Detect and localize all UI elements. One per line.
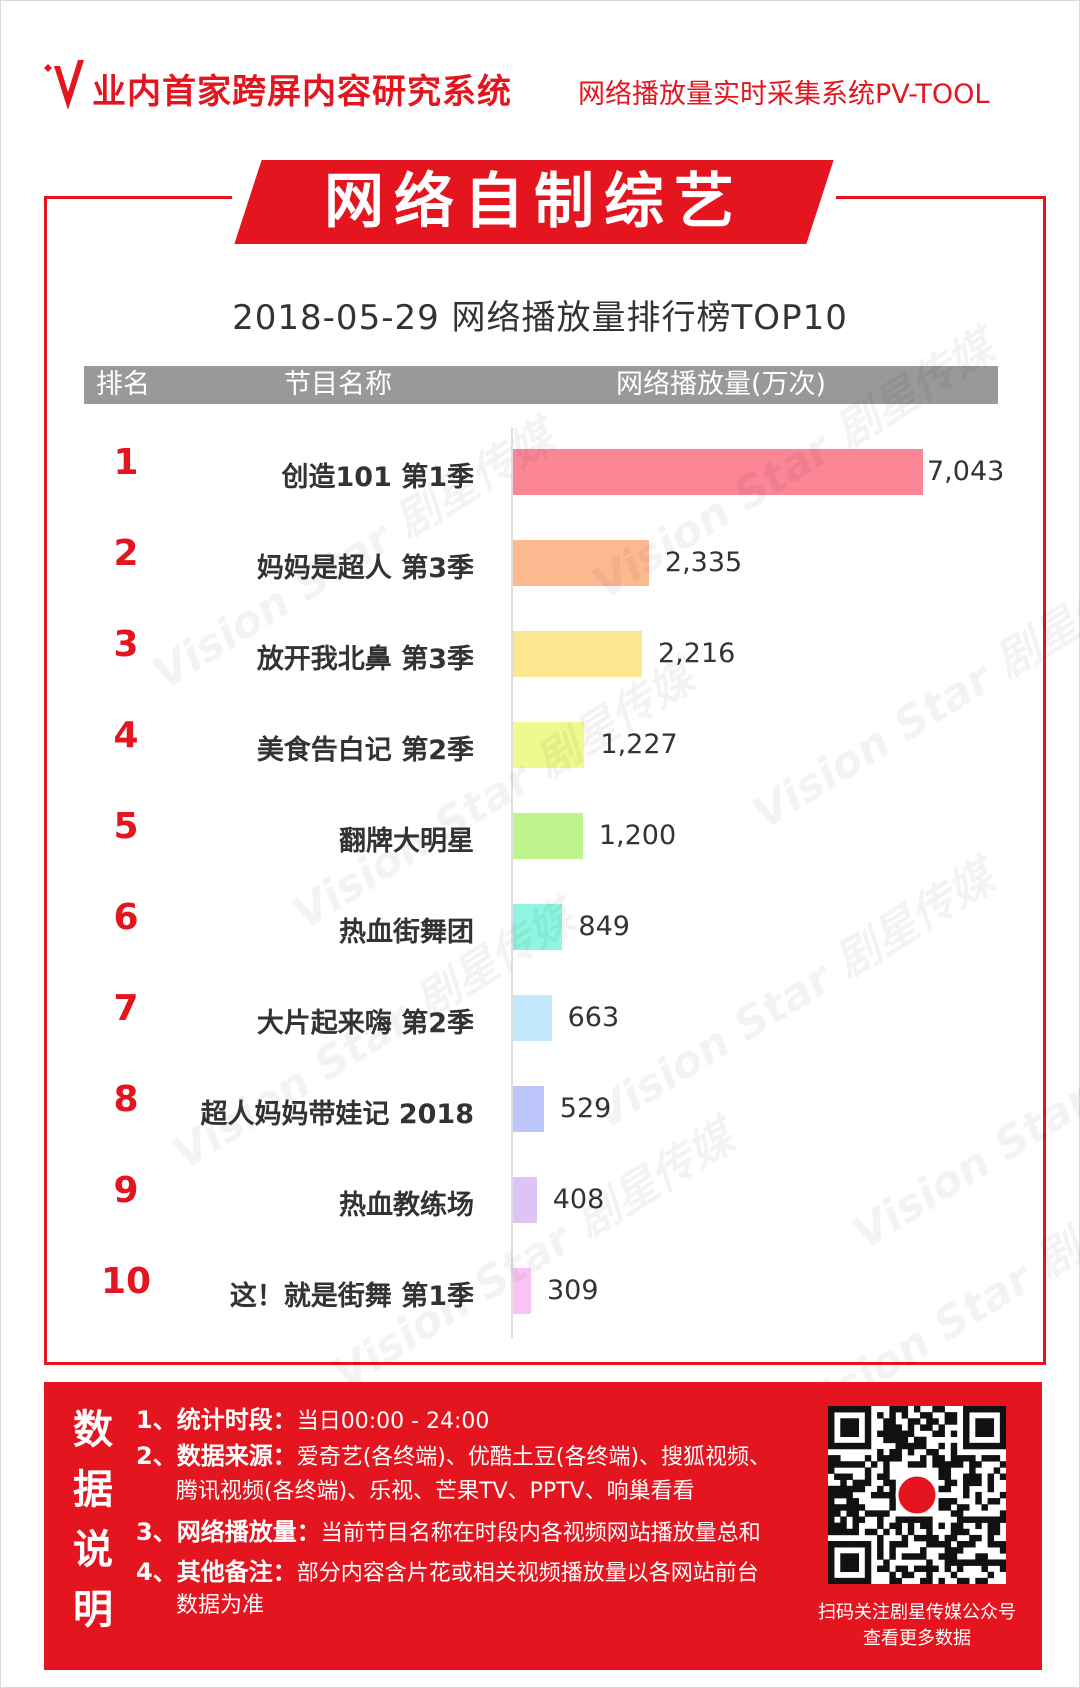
qr-caption: 扫码关注剧星传媒公众号 查看更多数据	[804, 1600, 1030, 1652]
bar	[513, 722, 585, 768]
note-4-cont: 数据为准	[176, 1588, 264, 1624]
chart-title: 2018-05-29 网络播放量排行榜TOP10	[232, 298, 848, 338]
program-name: 热血教练场	[339, 1190, 474, 1221]
qr-code-icon	[828, 1406, 1007, 1585]
rank-number: 6	[113, 897, 139, 938]
note-3: 3、网络播放量：当前节目名称在时段内各视频网站播放量总和	[136, 1514, 761, 1552]
rank-number: 3	[113, 624, 139, 665]
note-text: 爱奇艺(各终端)、优酷土豆(各终端)、搜狐视频、	[296, 1445, 772, 1470]
bar	[513, 1268, 531, 1314]
rank-number: 5	[113, 806, 139, 847]
note-4: 4、其他备注：部分内容含片花或相关视频播放量以各网站前台	[136, 1554, 759, 1592]
program-name: 创造101 第1季	[281, 462, 474, 493]
value-label: 2,335	[664, 547, 743, 578]
note-text: 当前节目名称在时段内各视频网站播放量总和	[320, 1521, 761, 1546]
program-name: 妈妈是超人 第3季	[256, 553, 474, 584]
note-text: 腾讯视频(各终端)、乐视、芒果TV、PPTV、响巢看看	[176, 1479, 695, 1504]
bar	[513, 631, 642, 677]
note-label: 1、统计时段：	[136, 1406, 297, 1434]
header-subtitle: 网络播放量实时采集系统PV-TOOL	[578, 79, 990, 110]
header-title: 业内首家跨屏内容研究系统	[92, 72, 512, 112]
bar	[513, 1177, 537, 1223]
program-name: 这！就是街舞 第1季	[229, 1281, 474, 1312]
header: 业内首家跨屏内容研究系统 网络播放量实时采集系统PV-TOOL	[40, 52, 1050, 122]
value-label: 1,227	[600, 729, 678, 760]
value-label: 1,200	[598, 820, 677, 851]
bar	[513, 540, 649, 586]
program-name: 美食告白记 第2季	[256, 735, 474, 766]
rank-number: 1	[113, 442, 139, 483]
bar	[513, 904, 563, 950]
value-label: 309	[547, 1275, 599, 1306]
note-label: 3、网络播放量：	[136, 1518, 321, 1546]
value-label: 849	[578, 911, 630, 942]
note-text: 部分内容含片花或相关视频播放量以各网站前台	[296, 1561, 759, 1586]
header-name: 节目名称	[284, 369, 392, 400]
qr-caption-line: 查看更多数据	[863, 1628, 971, 1649]
bar	[513, 995, 552, 1041]
header-rank: 排名	[96, 369, 150, 400]
value-label: 2,216	[658, 638, 736, 669]
side-char: 明	[73, 1587, 113, 1633]
note-label: 4、其他备注：	[136, 1558, 297, 1586]
program-name: 超人妈妈带娃记 2018	[200, 1099, 474, 1130]
header-value: 网络播放量(万次)	[616, 369, 827, 400]
program-name: 热血街舞团	[339, 917, 474, 948]
side-char: 数	[73, 1407, 113, 1453]
value-label: 408	[552, 1184, 605, 1215]
table-header: 排名 节目名称 网络播放量(万次)	[84, 366, 998, 404]
rank-number: 8	[113, 1079, 139, 1120]
side-char: 据	[73, 1467, 113, 1513]
value-label: 529	[559, 1093, 612, 1124]
bar	[513, 813, 583, 859]
rank-number: 9	[113, 1170, 139, 1211]
note-2: 2、数据来源：爱奇艺(各终端)、优酷土豆(各终端)、搜狐视频、	[136, 1438, 771, 1476]
value-label: 663	[567, 1002, 620, 1033]
program-name: 放开我北鼻 第3季	[256, 644, 474, 675]
banner-title: 网络自制综艺	[324, 167, 744, 237]
qr-code[interactable]	[828, 1406, 1007, 1585]
axis-line	[511, 428, 513, 1338]
rank-number: 7	[113, 988, 139, 1029]
rank-number: 10	[100, 1261, 152, 1302]
bar	[513, 449, 923, 495]
qr-caption-line: 扫码关注剧星传媒公众号	[818, 1602, 1016, 1623]
rank-number: 4	[113, 715, 139, 756]
notes-side-label: 数 据 说 明	[68, 1400, 118, 1640]
note-1: 1、统计时段：当日00:00 - 24:00	[136, 1402, 489, 1440]
program-name: 大片起来嗨 第2季	[256, 1008, 474, 1039]
vision-star-logo-icon	[44, 60, 84, 110]
note-text: 当日00:00 - 24:00	[296, 1409, 490, 1434]
note-label: 2、数据来源：	[136, 1442, 297, 1470]
note-text: 数据为准	[176, 1593, 265, 1618]
rank-number: 2	[113, 533, 139, 574]
value-label: 7,043	[927, 456, 1005, 487]
bar	[513, 1086, 544, 1132]
data-notes-panel: 数 据 说 明 1、统计时段：当日00:00 - 24:00 2、数据来源：爱奇…	[44, 1382, 1042, 1670]
note-2-cont: 腾讯视频(各终端)、乐视、芒果TV、PPTV、响巢看看	[176, 1474, 695, 1510]
program-name: 翻牌大明星	[339, 826, 474, 857]
side-char: 说	[73, 1527, 113, 1573]
